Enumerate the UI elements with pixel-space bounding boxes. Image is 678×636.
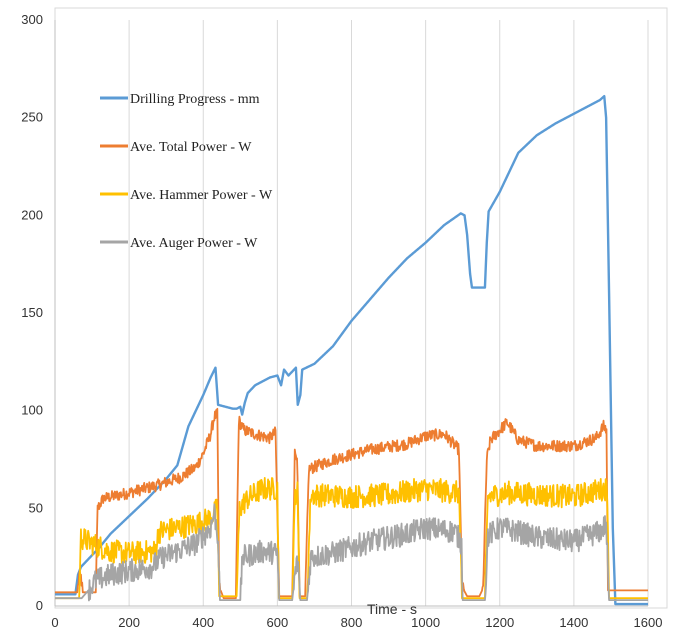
y-tick-label: 100: [21, 403, 43, 418]
gridlines: [128, 20, 649, 606]
y-tick-label: 50: [29, 500, 43, 515]
series-line-2: [54, 407, 649, 600]
legend: Drilling Progress - mm Ave. Total Power -…: [100, 92, 273, 251]
series-layer: [54, 94, 649, 606]
y-tick-label: 300: [21, 12, 43, 27]
x-axis-label: Time - s: [367, 601, 417, 617]
legend-label: Ave. Hammer Power - W: [130, 188, 273, 203]
x-tick-label: 1000: [411, 615, 440, 630]
x-tick-label: 0: [51, 615, 58, 630]
y-tick-label: 0: [36, 598, 43, 613]
x-tick-label: 600: [267, 615, 289, 630]
axes: [54, 20, 648, 607]
legend-label: Drilling Progress - mm: [130, 92, 260, 107]
y-axis-ticks: 0 50 100 150 200 250 300: [21, 12, 43, 613]
y-tick-label: 250: [21, 110, 43, 125]
x-tick-label: 400: [192, 615, 214, 630]
x-axis-ticks: 0 200 400 600 800 1000 1200 1400 1600: [51, 615, 662, 630]
legend-label: Ave. Total Power - W: [130, 140, 252, 155]
legend-label: Ave. Auger Power - W: [130, 236, 258, 251]
x-tick-label: 1400: [559, 615, 588, 630]
y-tick-label: 200: [21, 207, 43, 222]
series-line-4: [54, 503, 649, 602]
x-tick-label: 1600: [634, 615, 663, 630]
series-line-1: [54, 94, 649, 606]
x-tick-label: 200: [118, 615, 140, 630]
x-tick-label: 1200: [485, 615, 514, 630]
series-line-3: [54, 477, 649, 600]
x-tick-label: 800: [341, 615, 363, 630]
y-tick-label: 150: [21, 305, 43, 320]
